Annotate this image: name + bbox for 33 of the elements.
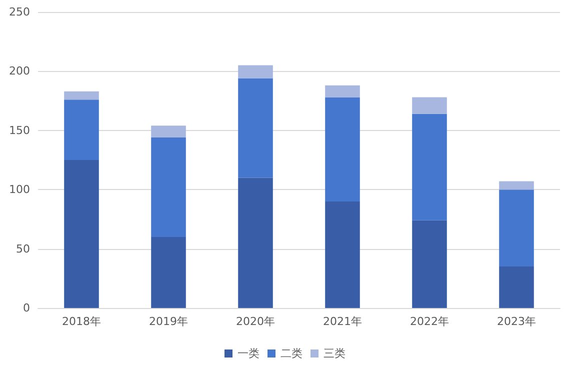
- x-tick-label: 2023年: [497, 315, 536, 328]
- x-tick-label: 2018年: [62, 315, 101, 328]
- bar: [412, 97, 447, 114]
- x-tick-label: 2019年: [149, 315, 188, 328]
- bar: [238, 78, 273, 178]
- bar: [499, 190, 534, 267]
- x-tick-label: 2020年: [236, 315, 275, 328]
- x-tick-label: 2022年: [410, 315, 449, 328]
- bar: [412, 220, 447, 308]
- x-tick-label: 2021年: [323, 315, 362, 328]
- bar: [499, 266, 534, 308]
- bar: [238, 65, 273, 78]
- legend-label: 三类: [324, 347, 346, 360]
- bar: [64, 100, 99, 160]
- y-tick-label: 0: [23, 302, 30, 314]
- y-tick-label: 150: [9, 124, 30, 137]
- bar: [64, 160, 99, 308]
- legend-label: 一类: [238, 347, 260, 360]
- y-tick-label: 50: [16, 242, 30, 256]
- bar: [499, 181, 534, 190]
- y-tick-label: 200: [9, 64, 30, 78]
- bar: [64, 91, 99, 100]
- y-tick-label: 250: [9, 6, 30, 18]
- bar: [325, 85, 360, 98]
- bar: [238, 178, 273, 308]
- y-tick-label: 100: [9, 183, 30, 196]
- bar: [325, 97, 360, 202]
- bar: [151, 126, 186, 138]
- bar: [151, 236, 186, 308]
- bar: [325, 201, 360, 308]
- legend-label: 二类: [280, 347, 302, 360]
- bar: [151, 138, 186, 237]
- bar: [412, 114, 447, 220]
